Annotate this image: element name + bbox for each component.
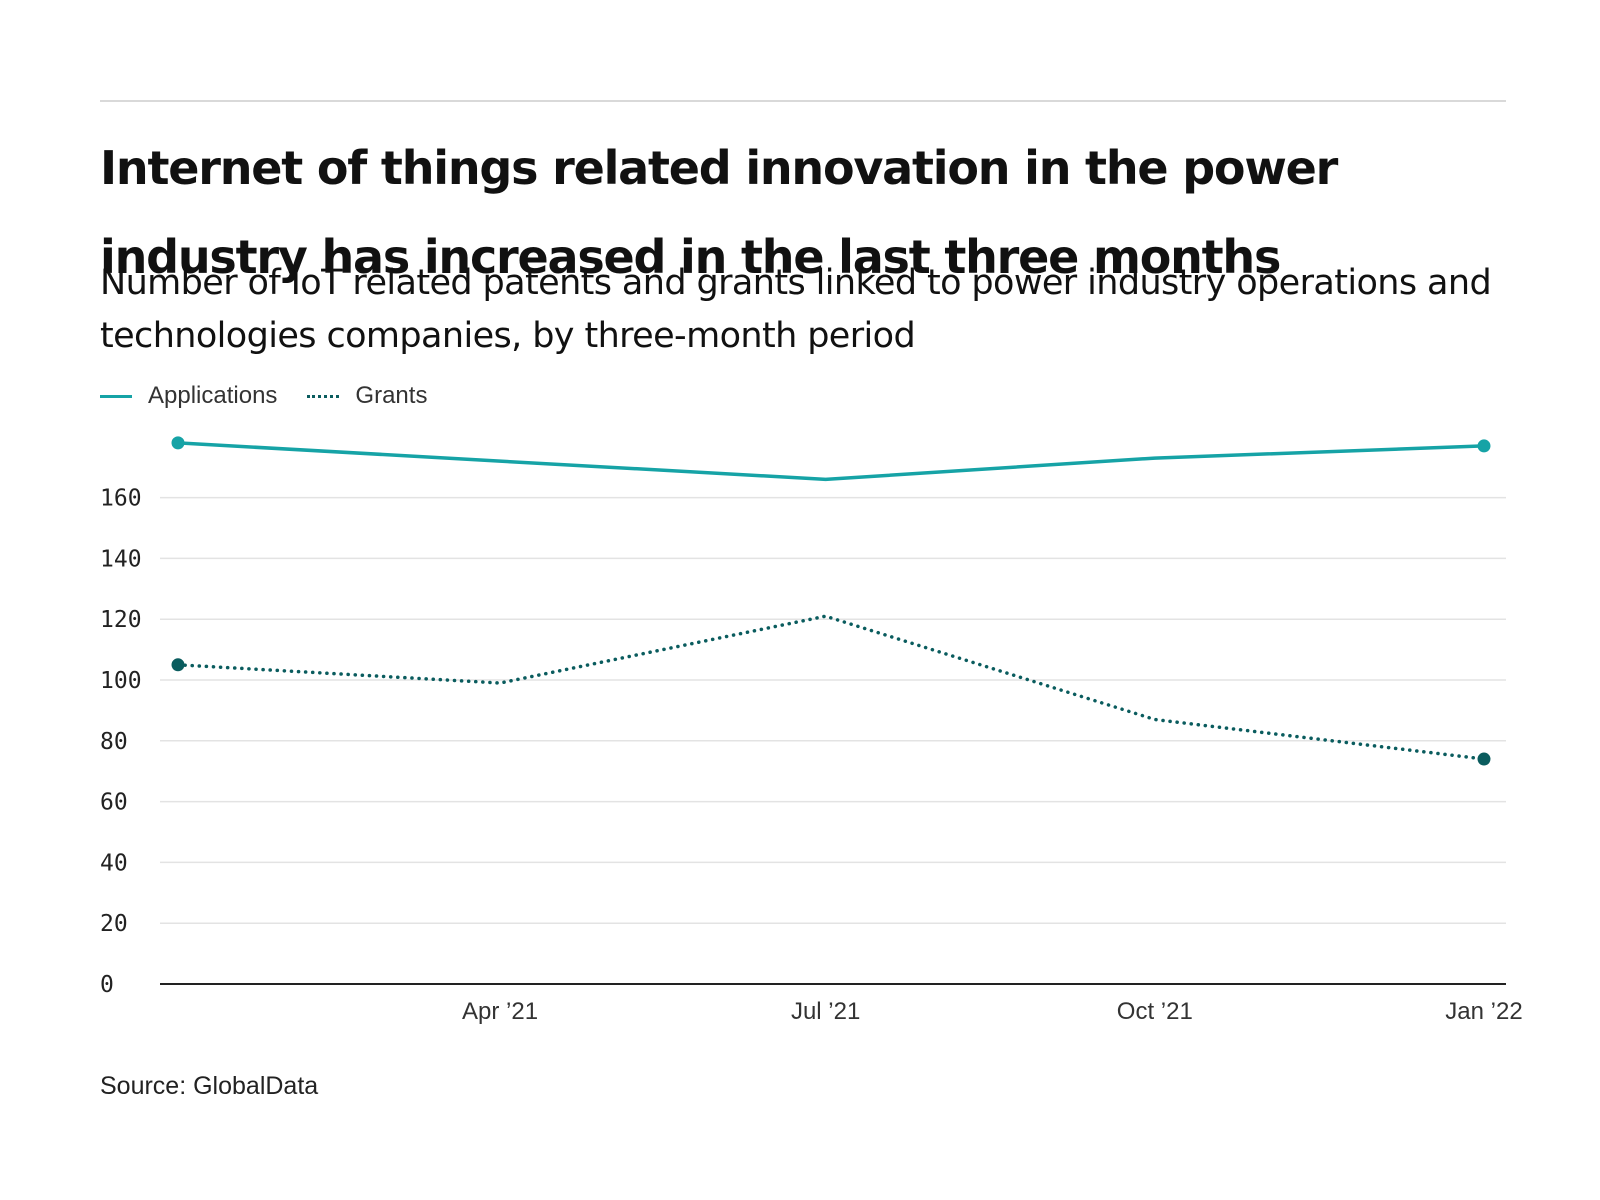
legend-swatch-grants — [307, 394, 340, 398]
legend-item-applications: Applications — [100, 382, 277, 410]
data-point-applications — [1477, 439, 1491, 453]
series-line-grants — [176, 614, 1486, 761]
y-tick-label: 20 — [100, 911, 128, 937]
y-tick-label: 0 — [100, 972, 114, 998]
top-rule — [100, 100, 1506, 102]
y-tick-label: 60 — [100, 790, 128, 816]
legend-label-applications: Applications — [148, 382, 278, 409]
series-line-applications — [176, 441, 1486, 482]
x-tick-label: Jul ’21 — [791, 998, 860, 1025]
data-point-applications — [171, 436, 185, 450]
data-point-grants — [171, 658, 185, 672]
source-note: Source: GlobalData — [100, 1072, 319, 1100]
y-tick-label: 160 — [100, 486, 142, 512]
y-tick-label: 80 — [100, 729, 128, 755]
y-tick-label: 140 — [100, 546, 142, 572]
y-tick-label: 120 — [100, 607, 142, 633]
data-point-grants — [1477, 752, 1491, 766]
legend-item-grants: Grants — [307, 382, 427, 410]
legend-label-grants: Grants — [355, 382, 428, 409]
x-tick-label: Apr ’21 — [462, 998, 538, 1025]
x-tick-label: Jan ’22 — [1445, 998, 1522, 1025]
chart-title: Internet of things related innovation in… — [100, 141, 1338, 284]
y-tick-label: 40 — [100, 850, 128, 876]
y-tick-label: 100 — [100, 668, 142, 694]
chart-subtitle: Number of IoT related patents and grants… — [100, 263, 1492, 356]
legend: Applications Grants — [100, 378, 457, 414]
x-tick-label: Oct ’21 — [1117, 998, 1193, 1025]
legend-swatch-applications — [100, 394, 132, 398]
